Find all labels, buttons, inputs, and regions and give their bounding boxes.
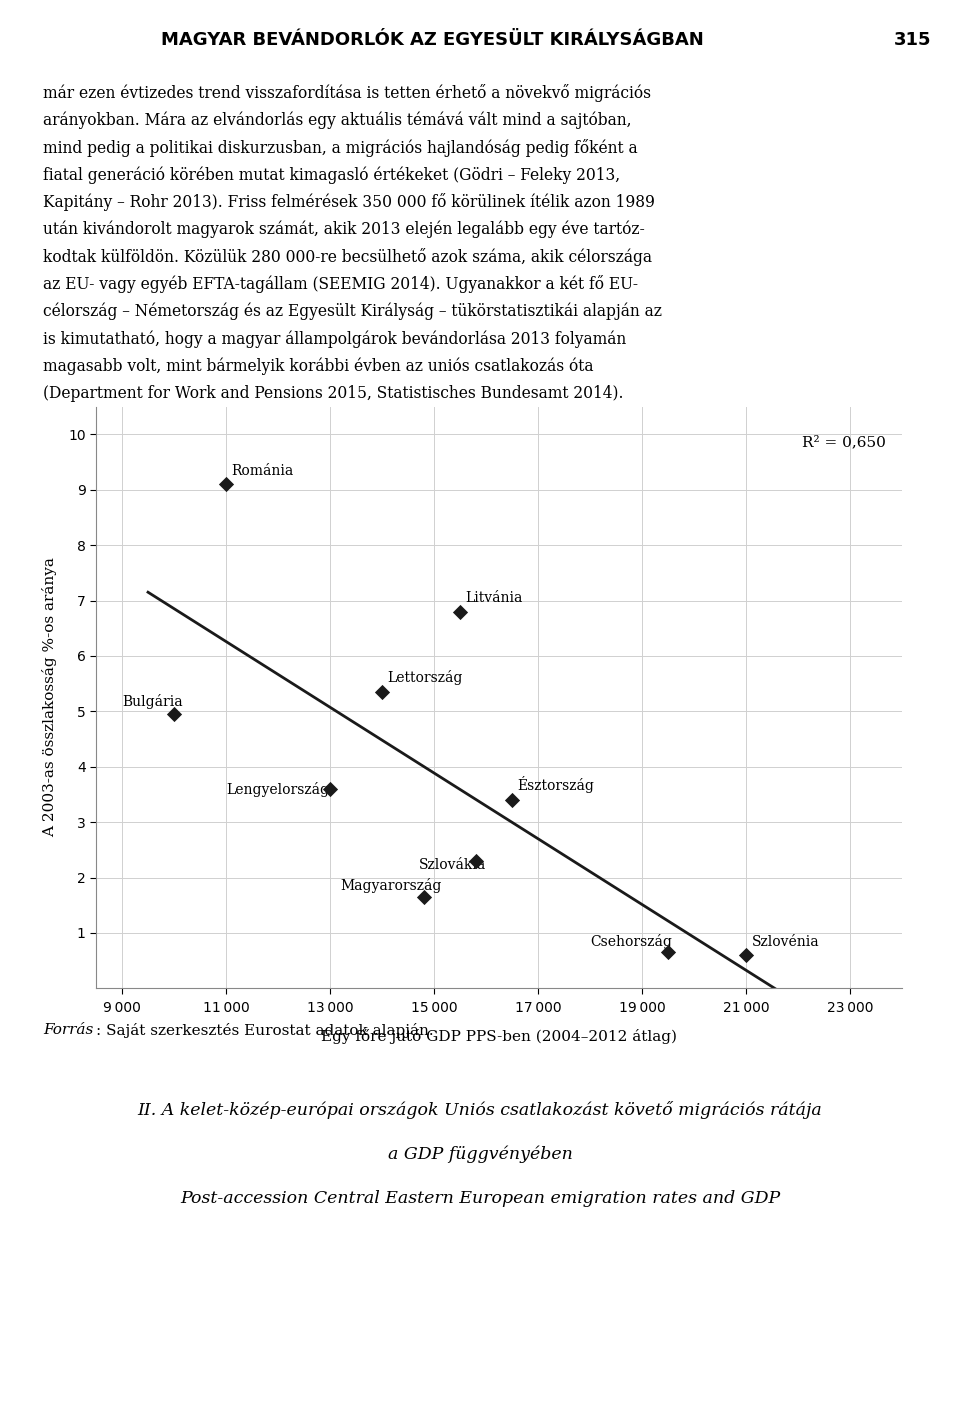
Text: Csehország: Csehország	[590, 934, 672, 949]
Text: célország – Németország és az Egyesült Királyság – tükörstatisztikái alapján az: célország – Németország és az Egyesült K…	[43, 303, 662, 320]
Point	[218, 472, 233, 495]
Point	[452, 600, 468, 622]
Text: MAGYAR BEVÁNDORLÓK AZ EGYESÜLT KIRÁLYSÁGBAN: MAGYAR BEVÁNDORLÓK AZ EGYESÜLT KIRÁLYSÁG…	[160, 31, 704, 49]
Text: II. A kelet-közép-európai országok Uniós csatlakozást követő migrációs rátája: II. A kelet-közép-európai országok Uniós…	[137, 1101, 823, 1119]
Text: Forrás: Forrás	[43, 1023, 93, 1037]
Y-axis label: A 2003-as összlakosság %-os aránya: A 2003-as összlakosság %-os aránya	[42, 558, 57, 837]
Text: Kapitány – Rohr 2013). Friss felmérések 350 000 fő körülinek ítélik azon 1989: Kapitány – Rohr 2013). Friss felmérések …	[43, 193, 655, 212]
Point	[374, 681, 390, 704]
Text: Magyarország: Magyarország	[341, 878, 442, 893]
Text: R² = 0,650: R² = 0,650	[803, 436, 886, 450]
Text: (Department for Work and Pensions 2015, Statistisches Bundesamt 2014).: (Department for Work and Pensions 2015, …	[43, 386, 624, 402]
Text: Post-accession Central Eastern European emigration rates and GDP: Post-accession Central Eastern European …	[180, 1190, 780, 1207]
Text: Szlovákia: Szlovákia	[419, 858, 486, 872]
Text: magasabb volt, mint bármelyik korábbi évben az uniós csatlakozás óta: magasabb volt, mint bármelyik korábbi év…	[43, 358, 593, 374]
Point	[416, 886, 431, 908]
Point	[323, 778, 338, 801]
Point	[166, 702, 181, 725]
Text: Lengyelország: Lengyelország	[226, 782, 329, 798]
Text: Észtország: Észtország	[517, 777, 594, 794]
Text: az EU- vagy egyéb EFTA-tagállam (SEEMIG 2014). Ugyanakkor a két fő EU-: az EU- vagy egyéb EFTA-tagállam (SEEMIG …	[43, 276, 638, 293]
Text: Litvánia: Litvánia	[466, 592, 523, 604]
Text: is kimutatható, hogy a magyar állampolgárok bevándorlása 2013 folyamán: is kimutatható, hogy a magyar állampolgá…	[43, 331, 627, 348]
Point	[660, 941, 676, 963]
Text: Románia: Románia	[231, 464, 294, 478]
Text: Szlovénia: Szlovénia	[752, 935, 819, 949]
Point	[468, 850, 484, 872]
Point	[505, 789, 520, 812]
Text: kodtak külföldön. Közülük 280 000-re becsülhető azok száma, akik célországa: kodtak külföldön. Közülük 280 000-re bec…	[43, 248, 652, 266]
Text: a GDP függvényében: a GDP függvényében	[388, 1145, 572, 1162]
X-axis label: Egy főre jutó GDP PPS-ben (2004–2012 átlag): Egy főre jutó GDP PPS-ben (2004–2012 átl…	[322, 1029, 677, 1044]
Point	[738, 944, 754, 966]
Text: után kivándorolt magyarok számát, akik 2013 elején legalább egy éve tartóz-: után kivándorolt magyarok számát, akik 2…	[43, 220, 645, 238]
Text: Bulgária: Bulgária	[122, 694, 182, 708]
Text: Lettország: Lettország	[387, 670, 463, 686]
Text: 315: 315	[894, 31, 931, 49]
Text: mind pedig a politikai diskurzusban, a migrációs hajlandóság pedig főként a: mind pedig a politikai diskurzusban, a m…	[43, 139, 637, 157]
Text: már ezen évtizedes trend visszafordítása is tetten érhető a növekvő migrációs: már ezen évtizedes trend visszafordítása…	[43, 84, 651, 102]
Text: fiatal generáció körében mutat kimagasló értékeket (Gödri – Feleky 2013,: fiatal generáció körében mutat kimagasló…	[43, 167, 620, 184]
Text: arányokban. Mára az elvándorlás egy aktuális témává vált mind a sajtóban,: arányokban. Mára az elvándorlás egy aktu…	[43, 112, 632, 129]
Text: : Saját szerkesztés Eurostat adatok alapján.: : Saját szerkesztés Eurostat adatok alap…	[96, 1023, 434, 1039]
